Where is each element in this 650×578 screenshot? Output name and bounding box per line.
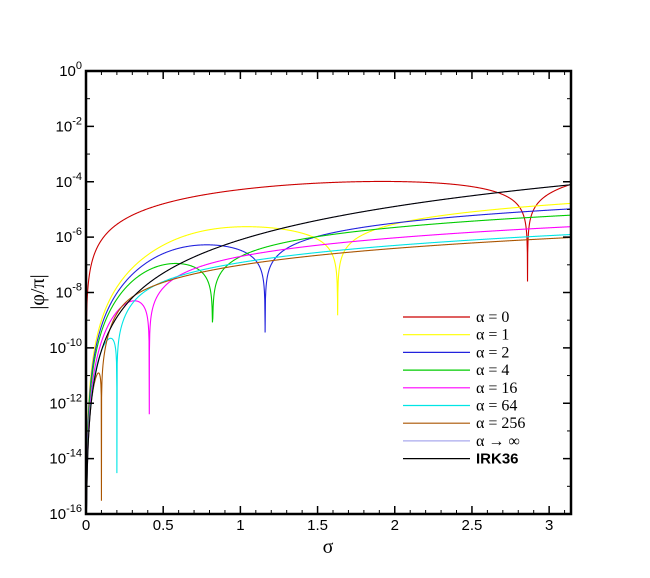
x-tick-label: 0 [82,517,90,534]
y-tick-label: 10-2 [56,115,82,135]
legend-entry: IRK36 [476,451,519,468]
y-axis-label: |φ/π| [27,274,49,309]
y-tick-label: 10-4 [56,171,82,191]
x-tick-labels: 0 0.5 1 1.5 2 2.5 3 [82,517,553,534]
series-line [85,202,572,503]
legend-entry: α = 64 [476,398,517,415]
series-line [85,226,572,515]
legend-entry: α = 16 [476,380,517,397]
ticks-group [85,70,571,515]
series-line [85,236,572,515]
x-tick-label: 1.5 [307,517,328,534]
x-tick-label: 2.5 [462,517,483,534]
x-tick-label: 1 [236,517,244,534]
series-line [85,214,572,515]
y-tick-label: 10-16 [49,503,82,523]
series-line [85,208,572,509]
curves-group [85,180,572,515]
y-tick-label: 10-14 [49,448,82,468]
y-tick-label: 10-10 [49,337,82,357]
y-tick-labels: 100 10-2 10-4 10-6 10-8 10-10 10-12 10-14 10-16 [49,60,82,523]
series-line [85,233,572,515]
y-tick-label: 100 [59,60,82,80]
legend-entry: α = 1 [476,327,509,344]
legend-entry: α = 256 [476,415,525,432]
x-tick-label: 2 [391,517,399,534]
y-tick-label: 10-12 [49,392,82,412]
legend-entry: α = 0 [476,309,509,326]
x-axis-label: σ [323,536,334,558]
series-line [85,180,572,327]
legend-entry: α = 4 [476,362,509,379]
series-line [85,184,572,515]
x-tick-label: 3 [545,517,553,534]
legend-entry: α = 2 [476,344,509,361]
legend-entry: α → ∞ [476,433,520,450]
y-tick-label: 10-8 [56,282,82,302]
y-tick-label: 10-6 [56,226,82,246]
x-tick-label: 0.5 [153,517,174,534]
legend: α = 0α = 1α = 2α = 4α = 16α = 64α = 256α… [403,309,525,468]
